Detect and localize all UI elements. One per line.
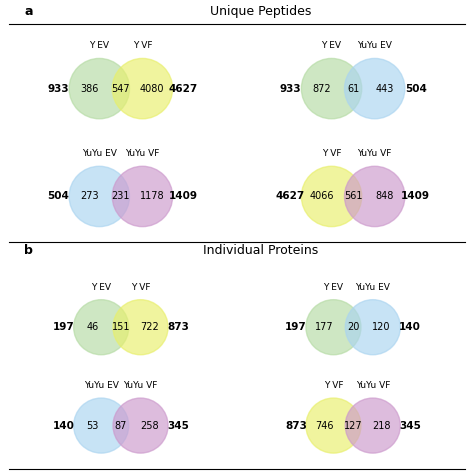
Text: 4080: 4080	[140, 83, 164, 93]
Text: 231: 231	[111, 191, 130, 201]
Circle shape	[306, 300, 361, 355]
Text: 4627: 4627	[169, 83, 198, 93]
Text: 177: 177	[315, 322, 334, 332]
Circle shape	[345, 300, 401, 355]
Text: YuYu EV: YuYu EV	[82, 149, 117, 158]
Text: 140: 140	[53, 420, 75, 430]
Circle shape	[112, 58, 173, 119]
Text: Y VF: Y VF	[131, 283, 150, 292]
Text: Y EV: Y EV	[89, 41, 109, 50]
Text: 197: 197	[53, 322, 75, 332]
Text: 443: 443	[375, 83, 393, 93]
Text: Y EV: Y EV	[323, 283, 344, 292]
Text: 547: 547	[111, 83, 130, 93]
Circle shape	[301, 166, 362, 227]
Text: 722: 722	[140, 322, 159, 332]
Text: 1409: 1409	[169, 191, 198, 201]
Text: 345: 345	[399, 420, 421, 430]
Circle shape	[345, 398, 401, 453]
Circle shape	[113, 300, 168, 355]
Text: YuYu VF: YuYu VF	[123, 381, 158, 390]
Text: 848: 848	[375, 191, 393, 201]
Circle shape	[73, 398, 129, 453]
Text: 873: 873	[167, 322, 189, 332]
Text: Y EV: Y EV	[321, 41, 342, 50]
Text: 20: 20	[347, 322, 359, 332]
Text: YuYu VF: YuYu VF	[357, 149, 392, 158]
Text: Unique Peptides: Unique Peptides	[210, 5, 311, 18]
Text: 258: 258	[140, 420, 159, 430]
Text: YuYu VF: YuYu VF	[125, 149, 160, 158]
Circle shape	[345, 58, 405, 119]
Text: 504: 504	[405, 83, 427, 93]
Circle shape	[73, 300, 129, 355]
Text: YuYu VF: YuYu VF	[356, 381, 390, 390]
Text: 87: 87	[115, 420, 127, 430]
Circle shape	[112, 166, 173, 227]
Circle shape	[69, 58, 129, 119]
Text: 197: 197	[285, 322, 307, 332]
Text: Individual Proteins: Individual Proteins	[203, 244, 319, 257]
Text: YuYu EV: YuYu EV	[84, 381, 118, 390]
Text: 127: 127	[344, 420, 363, 430]
Circle shape	[345, 166, 405, 227]
Text: 873: 873	[285, 420, 307, 430]
Circle shape	[306, 398, 361, 453]
Circle shape	[301, 58, 362, 119]
Text: 872: 872	[312, 83, 331, 93]
Text: 61: 61	[347, 83, 359, 93]
Text: 933: 933	[280, 83, 301, 93]
Circle shape	[113, 398, 168, 453]
Text: 1409: 1409	[401, 191, 430, 201]
Text: Y VF: Y VF	[133, 41, 152, 50]
Circle shape	[69, 166, 129, 227]
Text: 4066: 4066	[310, 191, 334, 201]
Text: 386: 386	[81, 83, 99, 93]
Text: b: b	[24, 244, 33, 257]
Text: Y VF: Y VF	[324, 381, 343, 390]
Text: 273: 273	[80, 191, 99, 201]
Text: 933: 933	[47, 83, 69, 93]
Text: 218: 218	[373, 420, 391, 430]
Text: 561: 561	[344, 191, 363, 201]
Text: a: a	[24, 5, 33, 18]
Text: 345: 345	[167, 420, 189, 430]
Text: 504: 504	[47, 191, 69, 201]
Text: Y VF: Y VF	[322, 149, 341, 158]
Text: 4627: 4627	[276, 191, 305, 201]
Text: 1178: 1178	[140, 191, 164, 201]
Text: YuYu EV: YuYu EV	[356, 283, 390, 292]
Text: 120: 120	[373, 322, 391, 332]
Text: Y EV: Y EV	[91, 283, 111, 292]
Text: 46: 46	[86, 322, 99, 332]
Text: YuYu EV: YuYu EV	[357, 41, 392, 50]
Text: 746: 746	[315, 420, 334, 430]
Text: 151: 151	[111, 322, 130, 332]
Text: 53: 53	[86, 420, 99, 430]
Text: 140: 140	[399, 322, 421, 332]
